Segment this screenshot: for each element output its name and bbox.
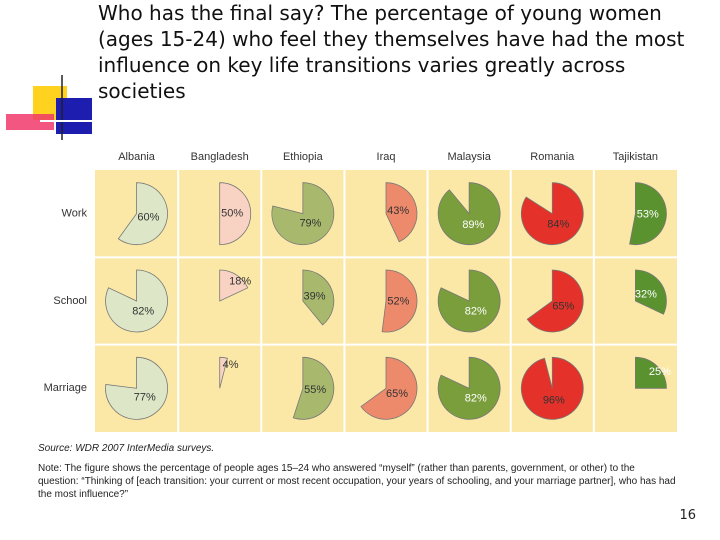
pie-wedge (629, 182, 667, 246)
value-label: 84% (547, 218, 569, 230)
value-label: 65% (386, 388, 408, 400)
chart: Albania Bangladesh Ethiopia Iraq Malaysia Rom… (44, 151, 677, 432)
source: Source: WDR 2007 InterMedia surveys. (38, 443, 215, 454)
pie-wedge (381, 269, 418, 333)
pie-wedge (437, 182, 501, 246)
value-label: 55% (304, 384, 326, 396)
pie-wedge (526, 269, 584, 333)
value-label: 4% (223, 359, 239, 371)
value-label: 82% (465, 393, 487, 405)
pie-wedge (117, 182, 168, 246)
row-label: School (53, 295, 87, 307)
column-label: Romania (530, 151, 575, 163)
value-label: 25% (649, 366, 671, 378)
value-label: 89% (462, 219, 484, 231)
value-label: 77% (134, 392, 156, 404)
pie-wedge (437, 269, 501, 333)
slide-title: Who has the final say? The percentage of… (98, 1, 685, 103)
pie-wedge (520, 356, 584, 420)
value-label: 18% (229, 275, 251, 287)
pie-wedge (437, 356, 501, 420)
value-label: 82% (132, 305, 154, 317)
pie-wedge (105, 269, 168, 333)
pie-wedge (292, 356, 335, 420)
pie-wedge (105, 356, 168, 420)
value-label: 60% (137, 211, 159, 223)
column-label: Malaysia (447, 151, 491, 163)
pie-wedge (520, 182, 584, 246)
value-label: 43% (387, 205, 409, 217)
value-label: 65% (552, 301, 574, 313)
pie-wedge (302, 269, 335, 326)
note: Note: The figure shows the percentage of… (38, 463, 676, 500)
deco-red (6, 114, 54, 130)
value-label: 39% (304, 291, 326, 303)
pie-wedge (385, 182, 418, 243)
value-label: 50% (221, 208, 243, 220)
pie-wedge (219, 269, 249, 302)
pie-wedge (635, 269, 667, 315)
value-label: 52% (387, 296, 409, 308)
pie-wedge (271, 182, 335, 245)
value-label: 96% (543, 395, 565, 407)
value-label: 82% (465, 305, 487, 317)
page-number: 16 (679, 508, 696, 523)
column-label: Bangladesh (191, 151, 249, 163)
column-label: Ethiopia (283, 151, 324, 163)
pie-wedge (219, 356, 228, 389)
column-label: Iraq (377, 151, 396, 163)
pie-wedge (219, 182, 252, 246)
value-label: 53% (637, 209, 659, 221)
value-label: 32% (635, 288, 657, 300)
pie-wedge (635, 356, 667, 389)
value-label: 79% (299, 217, 321, 229)
row-label: Marriage (44, 382, 87, 394)
column-label: Tajikistan (613, 151, 658, 163)
row-label: Work (62, 208, 88, 220)
column-label: Albania (118, 151, 156, 163)
pie-wedge (360, 356, 418, 420)
